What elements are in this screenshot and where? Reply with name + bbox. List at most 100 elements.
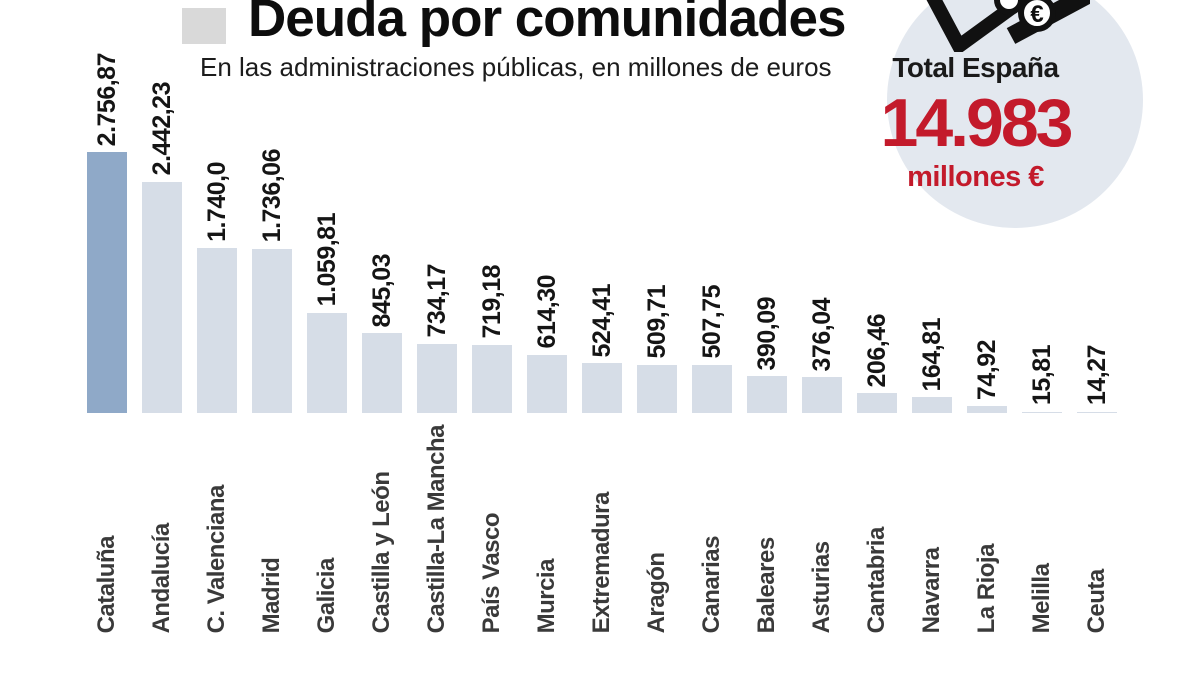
bar-value-label: 2.442,23 xyxy=(147,82,176,176)
category-column: Cantabria xyxy=(857,425,897,633)
bar xyxy=(472,344,512,413)
bar-column: 1.059,81 xyxy=(307,213,347,413)
category-label: País Vasco xyxy=(478,512,505,634)
bar-column: 509,71 xyxy=(637,285,677,413)
page-title: Deuda por comunidades xyxy=(248,0,846,48)
bar-value-label: 509,71 xyxy=(642,285,671,359)
bar-value-label: 1.740,0 xyxy=(202,162,231,243)
category-column: Andalucía xyxy=(142,425,182,633)
category-label: Madrid xyxy=(258,557,285,634)
bar xyxy=(142,181,182,413)
bar-value-label: 14,27 xyxy=(1082,345,1111,406)
category-label: Ceuta xyxy=(1083,569,1110,634)
bar-column: 1.740,0 xyxy=(197,162,237,413)
category-column: Asturias xyxy=(802,425,842,633)
bar-column: 74,92 xyxy=(967,340,1007,413)
bar xyxy=(252,248,292,413)
bar xyxy=(307,312,347,413)
bar-value-label: 719,18 xyxy=(477,265,506,339)
category-column: Canarias xyxy=(692,425,732,633)
legend-swatch xyxy=(182,8,226,44)
bar-value-label: 74,92 xyxy=(972,339,1001,400)
bar-column: 390,09 xyxy=(747,297,787,413)
bar xyxy=(857,393,897,413)
bar xyxy=(912,397,952,413)
bar xyxy=(362,333,402,413)
bar-value-label: 734,17 xyxy=(422,264,451,338)
bar xyxy=(527,354,567,413)
bar-column: 2.756,87 xyxy=(87,53,127,413)
purse-euro-coin-icon: € xyxy=(925,0,1090,52)
bar xyxy=(1077,411,1117,413)
total-badge-label: Total España xyxy=(892,52,1059,83)
bar-column: 524,41 xyxy=(582,284,622,413)
category-label: Castilla-La Mancha xyxy=(423,425,450,634)
page-subtitle: En las administraciones públicas, en mil… xyxy=(198,51,846,86)
category-label: Murcia xyxy=(533,559,560,634)
bar-column: 734,17 xyxy=(417,264,457,413)
category-label: Canarias xyxy=(698,536,725,634)
category-label: Galicia xyxy=(313,558,340,634)
bar-value-label: 507,75 xyxy=(697,285,726,359)
total-badge-unit: millones € xyxy=(907,161,1044,193)
bar xyxy=(197,248,237,413)
bar xyxy=(1022,411,1062,413)
bar xyxy=(582,363,622,413)
category-column: Murcia xyxy=(527,425,567,633)
category-label: Melilla xyxy=(1028,563,1055,634)
bar-value-label: 845,03 xyxy=(367,253,396,327)
bar-column: 206,46 xyxy=(857,314,897,413)
bar-value-label: 390,09 xyxy=(752,296,781,371)
category-label: Asturias xyxy=(808,541,835,634)
category-column: Ceuta xyxy=(1077,425,1117,633)
bar-chart: 2.756,87 2.442,23 1.740,0 1.736,06 1.059,81 8… xyxy=(87,0,1127,413)
bar xyxy=(967,405,1007,413)
category-label: Aragón xyxy=(643,552,670,634)
category-column: Baleares xyxy=(747,425,787,633)
category-column: Madrid xyxy=(252,425,292,634)
bar-column: 719,18 xyxy=(472,265,512,413)
category-column: Aragón xyxy=(637,425,677,633)
category-label: Baleares xyxy=(753,537,780,634)
category-column: Castilla y León xyxy=(362,425,402,634)
bar xyxy=(417,343,457,413)
bar-column: 15,81 xyxy=(1022,345,1062,413)
bar-value-label: 376,04 xyxy=(807,297,836,372)
category-label: Navarra xyxy=(918,547,945,634)
category-label: Extremadura xyxy=(588,492,615,634)
total-badge: Total España 14.983 millones € xyxy=(868,52,1083,194)
bar-column: 14,27 xyxy=(1077,345,1117,413)
category-column: Extremadura xyxy=(582,425,622,633)
category-column: País Vasco xyxy=(472,425,512,633)
euro-symbol: € xyxy=(1030,1,1043,28)
category-column: Navarra xyxy=(912,425,952,634)
category-column: C. Valenciana xyxy=(197,425,237,633)
bar-value-label: 15,81 xyxy=(1027,345,1056,406)
category-labels-row: Cataluña Andalucía C. Valenciana Madrid Gali… xyxy=(87,425,1127,633)
bar xyxy=(637,364,677,413)
category-column: Galicia xyxy=(307,425,347,633)
category-label: Castilla y León xyxy=(368,471,395,634)
bar-value-label: 1.059,81 xyxy=(312,213,341,307)
bar xyxy=(747,376,787,413)
bar-value-label: 206,46 xyxy=(862,314,891,388)
category-column: Castilla-La Mancha xyxy=(417,425,457,633)
bar-column: 164,81 xyxy=(912,318,952,413)
bar-column: 376,04 xyxy=(802,298,842,413)
category-label: C. Valenciana xyxy=(203,485,230,634)
bar-value-label: 524,41 xyxy=(587,283,616,358)
bar-value-label: 164,81 xyxy=(917,317,946,392)
bar-column: 2.442,23 xyxy=(142,82,182,413)
bar xyxy=(692,364,732,413)
bar-column: 614,30 xyxy=(527,275,567,413)
category-column: La Rioja xyxy=(967,425,1007,633)
category-label: Andalucía xyxy=(148,523,175,634)
total-badge-value: 14.983 xyxy=(880,85,1074,161)
category-column: Cataluña xyxy=(87,425,127,633)
bar-value-label: 1.736,06 xyxy=(257,149,286,243)
category-label: La Rioja xyxy=(973,544,1000,634)
category-label: Cantabria xyxy=(863,527,890,634)
bar-column: 507,75 xyxy=(692,285,732,413)
category-column: Melilla xyxy=(1022,425,1062,634)
category-label: Cataluña xyxy=(93,536,120,634)
